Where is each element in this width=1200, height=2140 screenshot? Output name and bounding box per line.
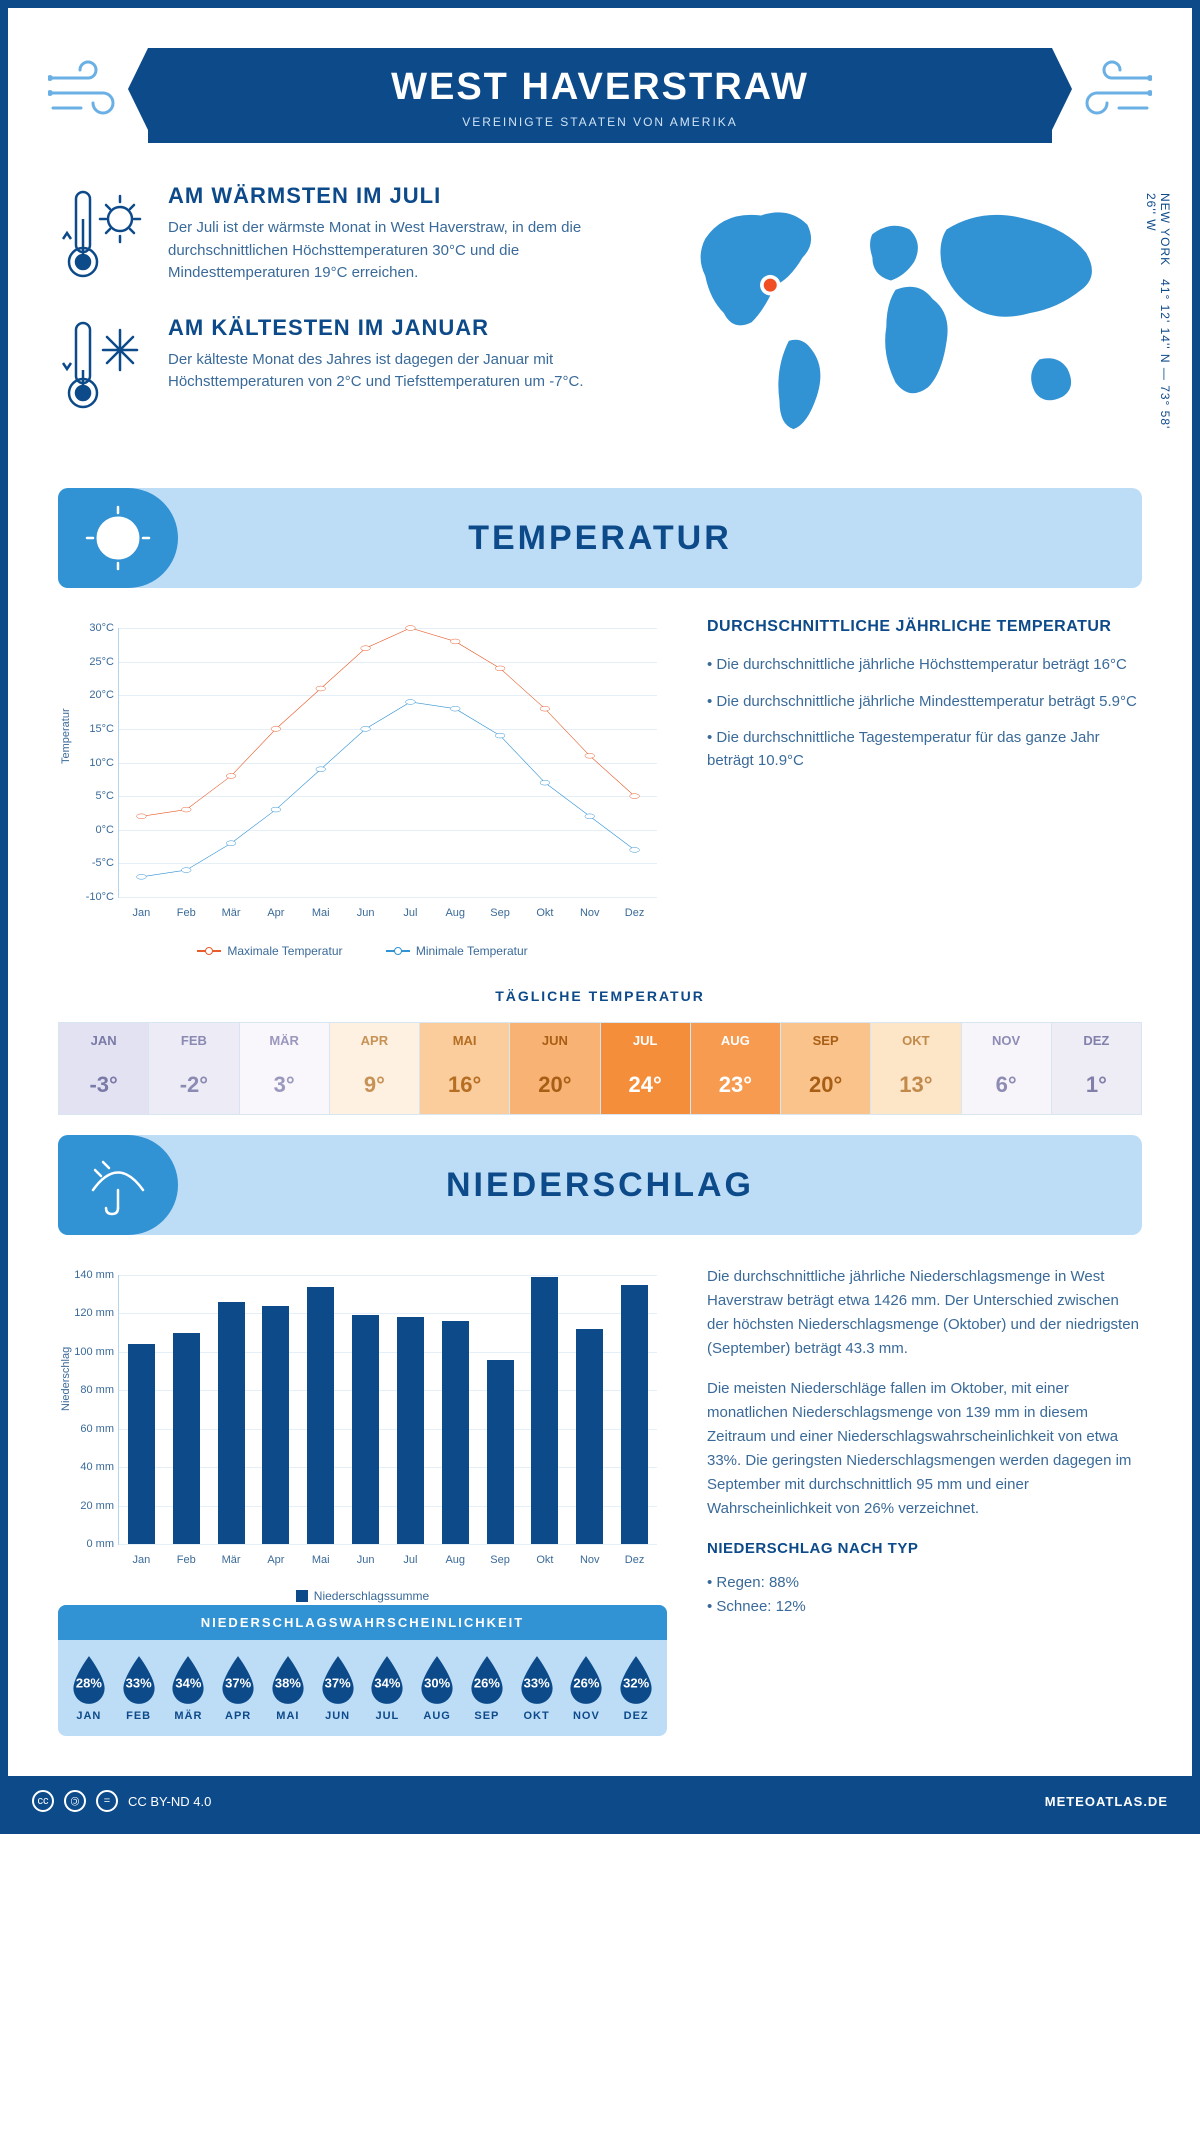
page-subtitle: VEREINIGTE STAATEN VON AMERIKA bbox=[148, 115, 1052, 129]
by-icon: 🄯 bbox=[64, 1790, 86, 1812]
bar bbox=[352, 1315, 379, 1544]
daily-temp-cell: SEP20° bbox=[781, 1023, 871, 1114]
chart-legend: Maximale Temperatur Minimale Temperatur bbox=[58, 941, 667, 958]
page-container: WEST HAVERSTRAW VEREINIGTE STAATEN VON A… bbox=[0, 0, 1200, 1834]
daily-temp-cell: DEZ1° bbox=[1052, 1023, 1142, 1114]
prob-cell: 26%NOV bbox=[562, 1654, 612, 1722]
daily-temp-cell: JUL24° bbox=[601, 1023, 691, 1114]
raindrop-icon: 26% bbox=[466, 1654, 508, 1706]
raindrop-icon: 37% bbox=[217, 1654, 259, 1706]
prob-title: NIEDERSCHLAGSWAHRSCHEINLICHKEIT bbox=[58, 1605, 667, 1640]
raindrop-icon: 37% bbox=[317, 1654, 359, 1706]
title-ribbon: WEST HAVERSTRAW VEREINIGTE STAATEN VON A… bbox=[148, 48, 1052, 143]
bar bbox=[397, 1317, 424, 1544]
warmest-text: Der Juli ist der wärmste Monat in West H… bbox=[168, 217, 610, 285]
coordinates-label: NEW YORK 41° 12' 14'' N — 73° 58' 26'' W bbox=[1144, 193, 1172, 448]
raindrop-icon: 30% bbox=[416, 1654, 458, 1706]
bar bbox=[218, 1302, 245, 1544]
coldest-block: AM KÄLTESTEN IM JANUAR Der kälteste Mona… bbox=[58, 315, 610, 415]
coldest-text: Der kälteste Monat des Jahres ist dagege… bbox=[168, 349, 610, 394]
nd-icon: = bbox=[96, 1790, 118, 1812]
license-label: CC BY-ND 4.0 bbox=[128, 1794, 211, 1809]
daily-temp-title: TÄGLICHE TEMPERATUR bbox=[58, 988, 1142, 1004]
warmest-block: AM WÄRMSTEN IM JULI Der Juli ist der wär… bbox=[58, 183, 610, 285]
coldest-title: AM KÄLTESTEN IM JANUAR bbox=[168, 315, 610, 341]
intro-row: AM WÄRMSTEN IM JULI Der Juli ist der wär… bbox=[58, 183, 1142, 448]
daily-temp-cell: APR9° bbox=[330, 1023, 420, 1114]
precip-type-bullet: • Schnee: 12% bbox=[707, 1595, 1142, 1619]
prob-cell: 33%OKT bbox=[512, 1654, 562, 1722]
raindrop-icon: 33% bbox=[118, 1654, 160, 1706]
bar bbox=[576, 1329, 603, 1544]
temperature-line-chart: Temperatur -10°C-5°C0°C5°C10°C15°C20°C25… bbox=[58, 618, 667, 958]
section-header-temperature: TEMPERATUR bbox=[58, 488, 1142, 588]
precip-paragraph: Die meisten Niederschläge fallen im Okto… bbox=[707, 1377, 1142, 1521]
precipitation-text: Die durchschnittliche jährliche Niedersc… bbox=[707, 1265, 1142, 1736]
daily-temp-cell: OKT13° bbox=[871, 1023, 961, 1114]
daily-temp-cell: NOV6° bbox=[962, 1023, 1052, 1114]
prob-cell: 26%SEP bbox=[462, 1654, 512, 1722]
prob-cell: 33%FEB bbox=[114, 1654, 164, 1722]
bar bbox=[531, 1277, 558, 1544]
prob-cell: 37%JUN bbox=[313, 1654, 363, 1722]
raindrop-icon: 34% bbox=[366, 1654, 408, 1706]
section-title: TEMPERATUR bbox=[468, 519, 732, 558]
temperature-info: DURCHSCHNITTLICHE JÄHRLICHE TEMPERATUR •… bbox=[707, 618, 1142, 958]
prob-cell: 32%DEZ bbox=[611, 1654, 661, 1722]
warmest-title: AM WÄRMSTEN IM JULI bbox=[168, 183, 610, 209]
daily-temp-cell: JAN-3° bbox=[59, 1023, 149, 1114]
prob-cell: 34%MÄR bbox=[164, 1654, 214, 1722]
precipitation-probability-panel: NIEDERSCHLAGSWAHRSCHEINLICHKEIT 28%JAN33… bbox=[58, 1605, 667, 1736]
info-bullet: • Die durchschnittliche jährliche Höchst… bbox=[707, 654, 1142, 677]
raindrop-icon: 33% bbox=[516, 1654, 558, 1706]
bar bbox=[262, 1306, 289, 1544]
bar bbox=[487, 1360, 514, 1544]
precip-paragraph: Die durchschnittliche jährliche Niedersc… bbox=[707, 1265, 1142, 1361]
section-header-precipitation: NIEDERSCHLAG bbox=[58, 1135, 1142, 1235]
bar bbox=[173, 1333, 200, 1544]
precipitation-bar-chart: Niederschlag 0 mm20 mm40 mm60 mm80 mm100… bbox=[58, 1265, 667, 1605]
site-label: METEOATLAS.DE bbox=[1045, 1794, 1168, 1809]
wind-icon bbox=[48, 53, 128, 137]
daily-temp-cell: FEB-2° bbox=[149, 1023, 239, 1114]
prob-cell: 34%JUL bbox=[363, 1654, 413, 1722]
world-map-icon bbox=[640, 183, 1142, 443]
daily-temp-cell: JUN20° bbox=[510, 1023, 600, 1114]
prob-cell: 28%JAN bbox=[64, 1654, 114, 1722]
umbrella-icon bbox=[83, 1150, 153, 1225]
wind-icon bbox=[1072, 53, 1152, 137]
info-bullet: • Die durchschnittliche jährliche Mindes… bbox=[707, 691, 1142, 714]
bar bbox=[621, 1285, 648, 1544]
daily-temp-cell: MAI16° bbox=[420, 1023, 510, 1114]
raindrop-icon: 28% bbox=[68, 1654, 110, 1706]
bar bbox=[128, 1344, 155, 1544]
daily-temp-cell: MÄR3° bbox=[240, 1023, 330, 1114]
header-banner: WEST HAVERSTRAW VEREINIGTE STAATEN VON A… bbox=[48, 48, 1152, 143]
prob-cell: 30%AUG bbox=[412, 1654, 462, 1722]
thermometer-cold-icon bbox=[58, 315, 148, 415]
prob-cell: 37%APR bbox=[213, 1654, 263, 1722]
section-title: NIEDERSCHLAG bbox=[446, 1166, 754, 1205]
precip-type-bullet: • Regen: 88% bbox=[707, 1571, 1142, 1595]
raindrop-icon: 32% bbox=[615, 1654, 657, 1706]
map-block: NEW YORK 41° 12' 14'' N — 73° 58' 26'' W bbox=[640, 183, 1142, 448]
footer: cc 🄯 = CC BY-ND 4.0 METEOATLAS.DE bbox=[8, 1776, 1192, 1826]
cc-icon: cc bbox=[32, 1790, 54, 1812]
raindrop-icon: 26% bbox=[565, 1654, 607, 1706]
thermometer-hot-icon bbox=[58, 183, 148, 285]
daily-temp-cell: AUG23° bbox=[691, 1023, 781, 1114]
info-bullet: • Die durchschnittliche Tagestemperatur … bbox=[707, 727, 1142, 772]
bar bbox=[307, 1287, 334, 1544]
prob-cell: 38%MAI bbox=[263, 1654, 313, 1722]
bar bbox=[442, 1321, 469, 1544]
raindrop-icon: 34% bbox=[167, 1654, 209, 1706]
info-heading: DURCHSCHNITTLICHE JÄHRLICHE TEMPERATUR bbox=[707, 618, 1142, 636]
sun-icon bbox=[83, 503, 153, 578]
page-title: WEST HAVERSTRAW bbox=[148, 66, 1052, 109]
raindrop-icon: 38% bbox=[267, 1654, 309, 1706]
chart-legend: Niederschlagssumme bbox=[58, 1589, 667, 1605]
precip-subhead: NIEDERSCHLAG NACH TYP bbox=[707, 1537, 1142, 1561]
daily-temp-table: JAN-3°FEB-2°MÄR3°APR9°MAI16°JUN20°JUL24°… bbox=[58, 1022, 1142, 1115]
